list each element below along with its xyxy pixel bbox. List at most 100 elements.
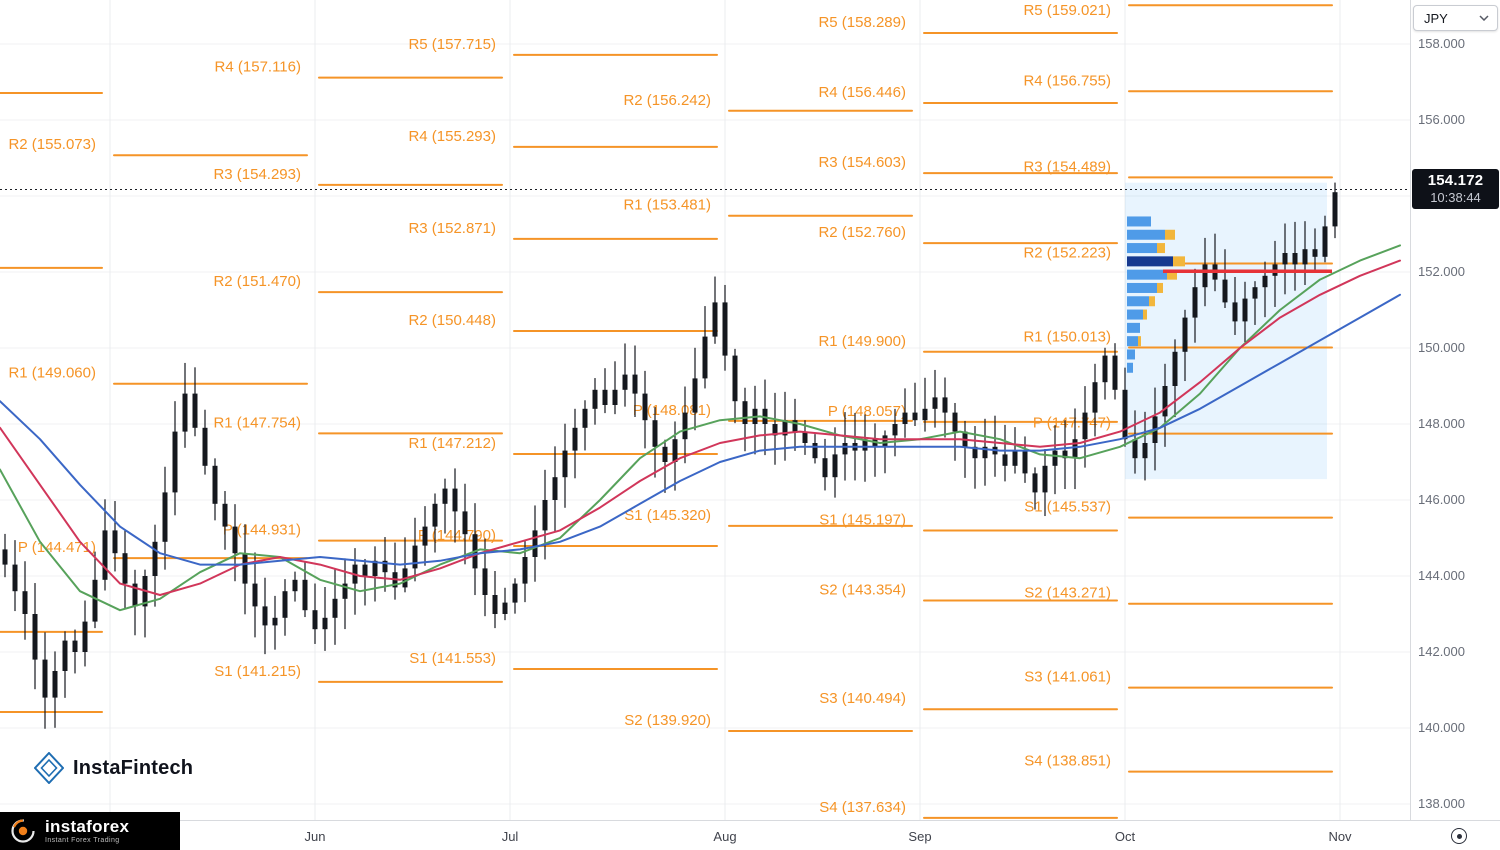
- candle-body: [182, 393, 188, 432]
- candle-body: [452, 488, 458, 512]
- candle-body: [92, 579, 98, 622]
- pivot-label: S2 (143.354): [819, 582, 906, 599]
- chart-pane[interactable]: R2 (155.073) R1 (149.060) P (144.471) R4 (1…: [0, 0, 1410, 820]
- volume-bar: [1127, 229, 1165, 240]
- candle-body: [662, 446, 668, 462]
- candle-body: [382, 560, 388, 573]
- time-axis-label: Jul: [501, 829, 519, 844]
- time-axis-label: Jun: [304, 829, 326, 844]
- candle-body: [1072, 439, 1078, 459]
- candle-body: [422, 526, 428, 546]
- current-price-value: 154.172: [1427, 172, 1484, 190]
- visibility-toggle-button[interactable]: [1441, 825, 1477, 847]
- candle-body: [1022, 450, 1028, 474]
- candle-body: [1012, 450, 1018, 466]
- pivot-label: R1 (153.481): [623, 197, 711, 214]
- volume-bar: [1127, 282, 1157, 293]
- pivot-label: R2 (152.223): [1023, 245, 1111, 262]
- candle-body: [722, 302, 728, 356]
- candle-body: [272, 617, 278, 626]
- candle-body: [982, 446, 988, 459]
- candle-body: [682, 412, 688, 440]
- candle-body: [202, 427, 208, 466]
- bar-countdown: 10:38:44: [1430, 190, 1481, 206]
- candle-body: [952, 412, 958, 432]
- candle-body: [102, 530, 108, 580]
- candle-body: [542, 500, 548, 531]
- instafintech-diamond-icon: [34, 752, 64, 784]
- price-tick-label: 142.000: [1418, 644, 1465, 659]
- candle-body: [82, 621, 88, 652]
- price-chart: R2 (155.073) R1 (149.060) P (144.471) R4 (1…: [0, 0, 1410, 820]
- candle-body: [1002, 454, 1008, 466]
- pivot-label: S1 (145.197): [819, 512, 906, 529]
- volume-bar-accent: [1173, 256, 1185, 267]
- candle-body: [572, 427, 578, 451]
- volume-bar-accent: [1157, 282, 1163, 293]
- candle-body: [122, 553, 128, 584]
- candle-body: [652, 420, 658, 447]
- candle-body: [1092, 382, 1098, 413]
- candle-body: [502, 602, 508, 614]
- candle-body: [1172, 351, 1178, 386]
- pivot-label: S1 (141.215): [214, 663, 301, 680]
- candle-body: [1242, 298, 1248, 322]
- candle-body: [642, 393, 648, 421]
- candle-body: [212, 465, 218, 504]
- pivot-label: R4 (156.446): [818, 84, 906, 101]
- volume-bar: [1127, 349, 1135, 360]
- ma-layer: [0, 244, 1401, 612]
- candle-body: [1292, 253, 1298, 265]
- candle-body: [1032, 473, 1038, 493]
- candle-body: [242, 553, 248, 584]
- currency-dropdown[interactable]: JPY: [1413, 5, 1498, 31]
- price-tick-label: 152.000: [1418, 264, 1465, 279]
- candle-body: [932, 397, 938, 409]
- pivot-label: R4 (157.116): [215, 59, 301, 76]
- candle-body: [522, 557, 528, 584]
- volume-bar: [1127, 296, 1149, 307]
- candle-body: [152, 541, 158, 576]
- candle-body: [192, 393, 198, 428]
- candle-body: [492, 595, 498, 614]
- chevron-down-icon: [1479, 15, 1489, 21]
- pivot-label: S1 (141.553): [409, 650, 496, 667]
- pivot-label: P (148.081): [633, 402, 711, 419]
- candle-body: [582, 408, 588, 428]
- time-axis-scale[interactable]: Jun Jul Aug Sep Oct Nov: [0, 820, 1500, 850]
- price-tick-label: 150.000: [1418, 340, 1465, 355]
- candle-body: [882, 435, 888, 447]
- pivot-label: S4 (137.634): [819, 799, 906, 816]
- pivot-label: R4 (155.293): [408, 128, 496, 145]
- price-tick-label: 140.000: [1418, 720, 1465, 735]
- price-tick-label: 138.000: [1418, 796, 1465, 811]
- pivot-label: R1 (147.212): [408, 435, 496, 452]
- price-axis-scale[interactable]: JPY 154.172 10:38:44 158.000156.000154.0…: [1410, 0, 1500, 820]
- candle-body: [862, 439, 868, 451]
- pivot-label: S3 (141.061): [1024, 669, 1111, 686]
- candle-body: [162, 492, 168, 542]
- time-axis-label: Oct: [1114, 829, 1136, 844]
- candle-body: [282, 591, 288, 618]
- instaforex-footer-logo: instaforex Instant Forex Trading: [0, 812, 180, 850]
- candle-body: [252, 583, 258, 607]
- pivot-label: R2 (152.760): [818, 224, 906, 241]
- volume-bar-accent: [1149, 296, 1155, 307]
- candle-body: [702, 336, 708, 379]
- price-tick-label: 144.000: [1418, 568, 1465, 583]
- candle-body: [782, 420, 788, 436]
- instaforex-tagline: Instant Forex Trading: [45, 837, 120, 844]
- candle-body: [442, 488, 448, 504]
- candle-body: [732, 355, 738, 402]
- price-tick-label: 146.000: [1418, 492, 1465, 507]
- candle-body: [922, 408, 928, 421]
- candle-body: [372, 560, 378, 576]
- pivot-label: P (148.057): [828, 403, 906, 420]
- candle-body: [692, 378, 698, 413]
- candle-body: [362, 564, 368, 576]
- candle-body: [672, 439, 678, 462]
- candle-body: [302, 579, 308, 611]
- candle-body: [2, 549, 8, 565]
- candle-body: [42, 659, 48, 698]
